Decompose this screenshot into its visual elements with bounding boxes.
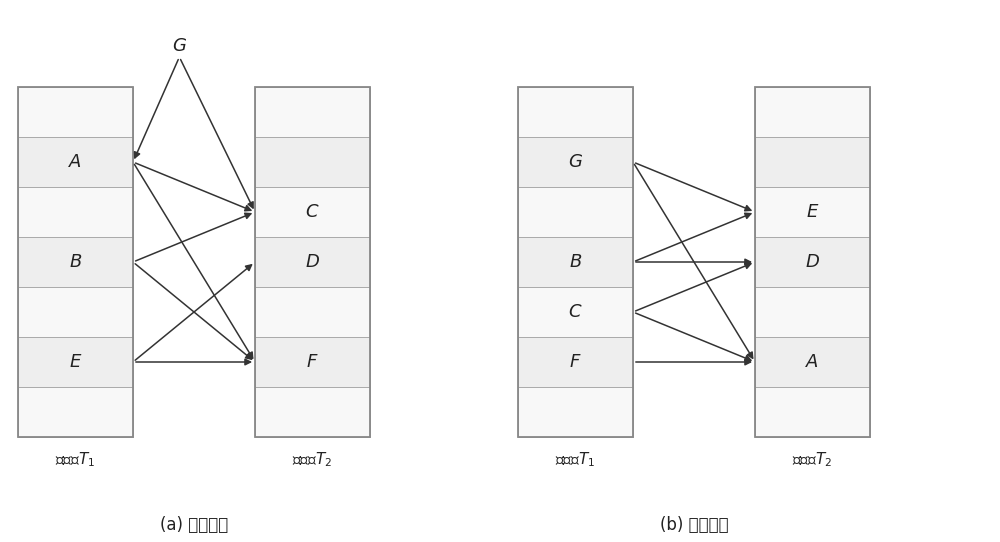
Bar (18, 137, 133, 187)
Text: (b) 插入成功: (b) 插入成功 (660, 516, 728, 534)
Text: $\mathit{A}$: $\mathit{A}$ (805, 353, 820, 371)
Text: 哈希表$T_2$: 哈希表$T_2$ (792, 450, 833, 469)
Text: $\mathit{F}$: $\mathit{F}$ (306, 353, 319, 371)
Bar (255, 237, 370, 287)
Text: $\mathit{G}$: $\mathit{G}$ (568, 153, 583, 171)
Bar (18, 87, 133, 437)
Text: $\mathit{F}$: $\mathit{F}$ (569, 353, 582, 371)
Bar (755, 237, 870, 287)
Bar (518, 187, 633, 237)
Text: 哈希表$T_1$: 哈希表$T_1$ (555, 450, 596, 469)
Text: (a) 初始状态: (a) 初始状态 (160, 516, 228, 534)
Bar (255, 337, 370, 387)
Bar (18, 287, 133, 337)
Bar (18, 387, 133, 437)
Bar (18, 87, 133, 137)
Text: $\mathit{D}$: $\mathit{D}$ (305, 253, 320, 271)
Bar (518, 137, 633, 187)
Text: 哈希表$T_2$: 哈希表$T_2$ (292, 450, 333, 469)
Bar (255, 187, 370, 237)
Bar (755, 87, 870, 437)
Bar (518, 237, 633, 287)
Text: $\mathit{C}$: $\mathit{C}$ (305, 203, 320, 221)
Bar (18, 187, 133, 237)
Bar (255, 387, 370, 437)
Bar (518, 337, 633, 387)
Bar (755, 137, 870, 187)
Bar (18, 237, 133, 287)
Text: $\mathit{D}$: $\mathit{D}$ (805, 253, 820, 271)
Bar (755, 387, 870, 437)
Text: $\mathit{C}$: $\mathit{C}$ (568, 303, 583, 321)
Text: $\mathit{B}$: $\mathit{B}$ (69, 253, 82, 271)
Bar (518, 287, 633, 337)
Bar (255, 87, 370, 437)
Bar (255, 137, 370, 187)
Text: 哈希表$T_1$: 哈希表$T_1$ (55, 450, 96, 469)
Text: $\mathit{E}$: $\mathit{E}$ (69, 353, 82, 371)
Bar (255, 87, 370, 137)
Text: $\mathit{G}$: $\mathit{G}$ (172, 37, 187, 55)
Bar (518, 387, 633, 437)
Bar (755, 337, 870, 387)
Text: $\mathit{A}$: $\mathit{A}$ (68, 153, 83, 171)
Bar (755, 87, 870, 137)
Bar (518, 87, 633, 137)
Text: $\mathit{B}$: $\mathit{B}$ (569, 253, 582, 271)
Text: $\mathit{E}$: $\mathit{E}$ (806, 203, 819, 221)
Bar (755, 187, 870, 237)
Bar (755, 287, 870, 337)
Bar (18, 337, 133, 387)
Bar (518, 87, 633, 437)
Bar (255, 287, 370, 337)
